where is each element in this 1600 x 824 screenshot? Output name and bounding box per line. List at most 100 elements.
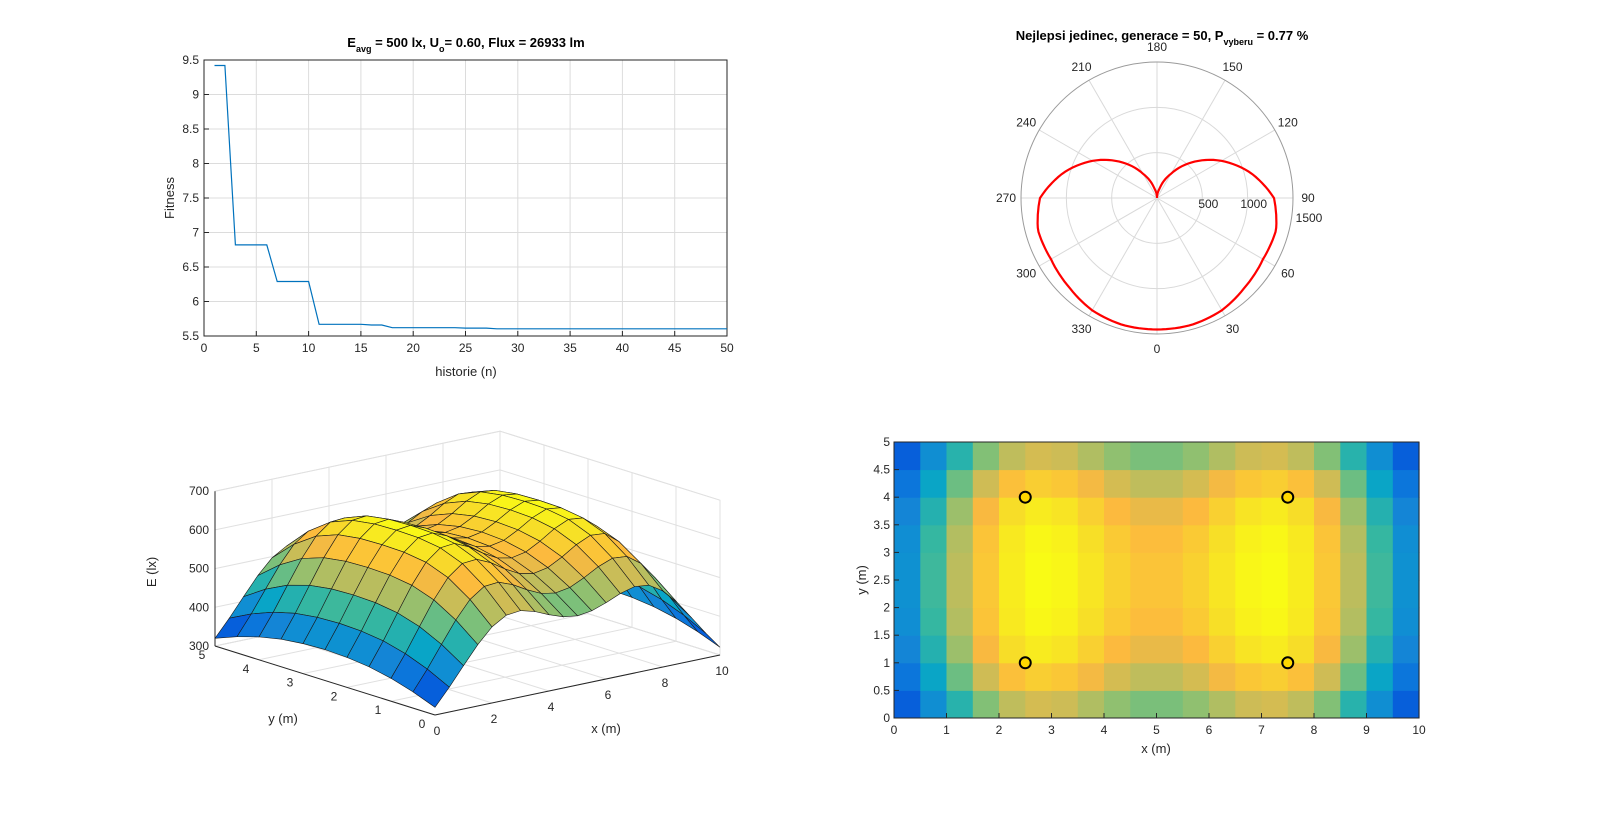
heatmap-cell	[1392, 524, 1420, 553]
heatmap-cell	[1209, 580, 1236, 609]
heatmap-cell	[1077, 524, 1105, 553]
heatmap-cell	[1104, 552, 1131, 581]
heatmap-cell	[1261, 552, 1289, 581]
fitness-y-tick-label: 6	[192, 295, 199, 309]
heatmap-cell	[1156, 690, 1184, 719]
surface-y-tick-label: 0	[419, 717, 426, 731]
heatmap-y-tick-label: 2	[883, 601, 890, 615]
surface-z-tick-label: 300	[189, 639, 209, 653]
fitness-x-tick-label: 25	[459, 341, 473, 355]
heatmap-cell	[1156, 552, 1184, 581]
heatmap-x-tick-label: 8	[1311, 723, 1318, 737]
heatmap-cell	[1340, 469, 1368, 498]
heatmap-cell	[1130, 635, 1158, 664]
heatmap-cell	[1156, 580, 1184, 609]
heatmap-cell	[1366, 690, 1394, 719]
surface-x-tick-label: 8	[662, 676, 669, 690]
heatmap-cell	[920, 607, 948, 636]
heatmap-cell	[1104, 635, 1131, 664]
heatmap-cell	[1156, 607, 1184, 636]
heatmap-cell	[1392, 497, 1420, 526]
surface-x-tick-label: 2	[491, 712, 498, 726]
heatmap-x-tick-label: 2	[996, 723, 1003, 737]
heatmap-cell	[1077, 635, 1105, 664]
heatmap-cell	[1104, 690, 1131, 719]
heatmap-cell	[920, 524, 948, 553]
heatmap-cell	[1340, 607, 1368, 636]
heatmap-cell	[1104, 607, 1131, 636]
fitness-y-tick-label: 7	[192, 226, 199, 240]
heatmap-cell	[1130, 524, 1158, 553]
polar-angle-label: 300	[1016, 267, 1036, 281]
heatmap-cell	[1287, 497, 1315, 526]
heatmap-cell	[1314, 635, 1341, 664]
heatmap-cell	[894, 635, 921, 664]
heatmap-cell	[1366, 442, 1394, 471]
fitness-x-tick-label: 35	[563, 341, 577, 355]
heatmap-cell	[1209, 442, 1236, 471]
heatmap-x-axis-label: x (m)	[1141, 741, 1171, 756]
surface-y-tick-label: 2	[331, 689, 338, 703]
surface-y-axis-line	[214, 645, 436, 716]
heatmap-cell	[972, 662, 1000, 691]
heatmap-y-tick-label: 2.5	[873, 573, 890, 587]
heatmap-cell	[894, 497, 921, 526]
heatmap-cell	[1130, 469, 1158, 498]
heatmap-cell	[946, 524, 974, 553]
heatmap-cell	[1182, 442, 1210, 471]
fitness-y-tick-label: 8.5	[182, 122, 199, 136]
heatmap-cell	[972, 690, 1000, 719]
heatmap-cell	[1261, 524, 1289, 553]
heatmap-cell	[1182, 580, 1210, 609]
surface-x-tick-label: 6	[605, 688, 612, 702]
heatmap-cell	[999, 524, 1026, 553]
heatmap-cell	[894, 442, 921, 471]
heatmap-cell	[1104, 580, 1131, 609]
heatmap-y-tick-label: 1.5	[873, 628, 890, 642]
surface-y-tick-label: 1	[375, 703, 382, 717]
heatmap-cell	[920, 580, 948, 609]
heatmap-cell	[1340, 635, 1368, 664]
heatmap-cell	[1182, 552, 1210, 581]
surface-y-tick-label: 5	[199, 648, 206, 662]
heatmap-cell	[1156, 469, 1184, 498]
heatmap-cell	[1025, 662, 1053, 691]
heatmap-y-tick-label: 3.5	[873, 518, 890, 532]
heatmap-cell	[1130, 580, 1158, 609]
polar-angle-label: 60	[1281, 267, 1295, 281]
heatmap-cell	[920, 690, 948, 719]
heatmap-cell	[920, 442, 948, 471]
heatmap-cell	[1077, 662, 1105, 691]
polar-chart-title: Nejlepsi jedinec, generace = 50, Pvyberu…	[1016, 28, 1309, 47]
heatmap-cell	[1261, 580, 1289, 609]
heatmap-cell	[1235, 607, 1263, 636]
heatmap-cell	[1077, 690, 1105, 719]
heatmap-cell	[1287, 442, 1315, 471]
fitness-x-tick-label: 50	[720, 341, 734, 355]
heatmap-cell	[1314, 690, 1341, 719]
polar-angle-label: 180	[1147, 40, 1167, 54]
heatmap-cell	[1130, 690, 1158, 719]
heatmap-cell	[1235, 690, 1263, 719]
heatmap-cell	[1392, 607, 1420, 636]
heatmap-cell	[1182, 497, 1210, 526]
fitness-y-tick-label: 9	[192, 88, 199, 102]
heatmap-cell	[946, 497, 974, 526]
fitness-history-chart: Eavg = 500 lx, Uo= 0.60, Flux = 26933 lm…	[162, 35, 734, 379]
heatmap-x-tick-label: 1	[943, 723, 950, 737]
heatmap-cell	[1235, 442, 1263, 471]
heatmap-cell	[1209, 690, 1236, 719]
polar-angle-label: 210	[1071, 60, 1091, 74]
surface-y-tick-label: 4	[243, 662, 250, 676]
heatmap-cell	[1340, 580, 1368, 609]
fitness-x-tick-label: 5	[253, 341, 260, 355]
fitness-x-tick-label: 40	[616, 341, 630, 355]
fitness-y-tick-label: 5.5	[182, 329, 199, 343]
heatmap-cell	[894, 524, 921, 553]
heatmap-cell	[920, 469, 948, 498]
heatmap-cell	[1235, 635, 1263, 664]
heatmap-cell	[1025, 524, 1053, 553]
heatmap-cell	[1209, 524, 1236, 553]
heatmap-cell	[1104, 497, 1131, 526]
